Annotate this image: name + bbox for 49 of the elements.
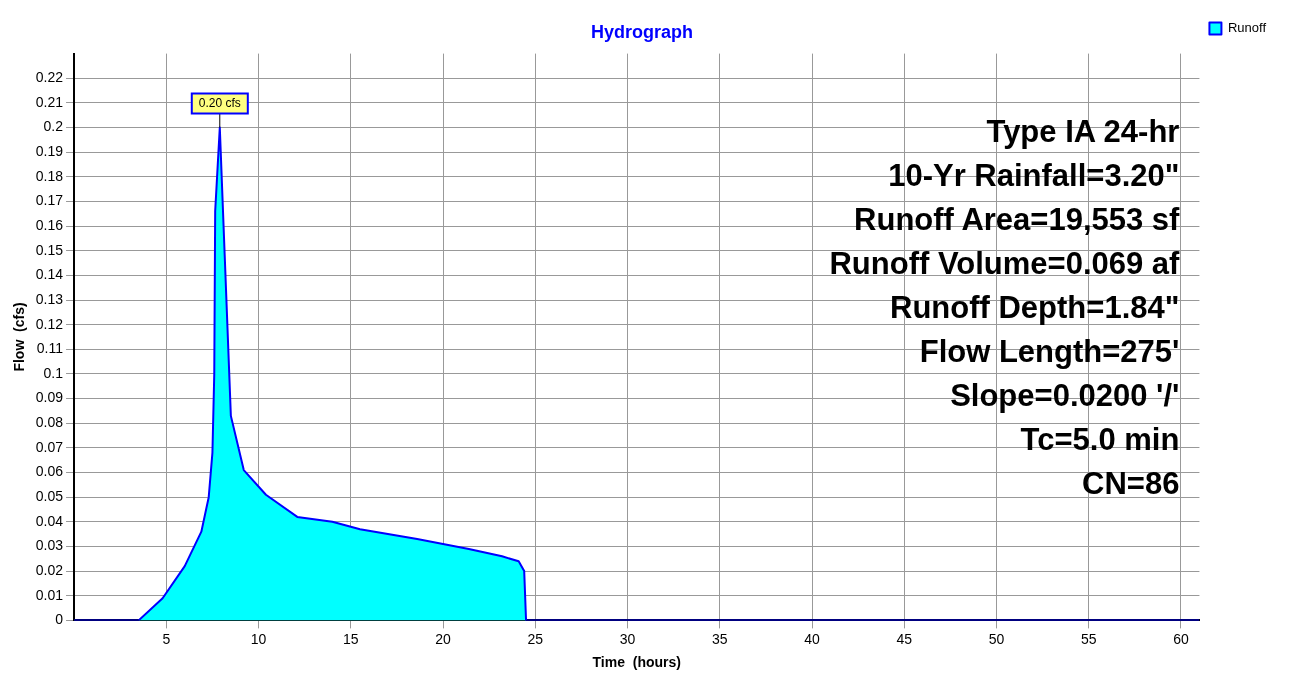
y-tick-label: 0.16 bbox=[35, 216, 64, 233]
y-tick-label: 0.1 bbox=[43, 364, 64, 381]
y-axis-title: Flow (cfs) bbox=[11, 302, 28, 372]
annotation: Runoff Area=19,553 sf bbox=[854, 202, 1181, 238]
y-tick-label: 0.02 bbox=[35, 561, 64, 578]
y-tick-label: 0.04 bbox=[35, 512, 64, 529]
x-tick-label: 15 bbox=[342, 630, 359, 647]
y-tick-label: 0.12 bbox=[35, 315, 64, 332]
y-tick-label: 0.06 bbox=[35, 463, 64, 480]
annotation: Runoff Volume=0.069 af bbox=[829, 246, 1181, 282]
x-tick-label: 60 bbox=[1173, 630, 1189, 647]
annotation: Flow Length=275' bbox=[919, 334, 1180, 370]
annotation: Type IA 24-hr bbox=[986, 114, 1180, 150]
y-tick-label: 0.18 bbox=[35, 167, 64, 184]
y-tick-label: 0.03 bbox=[35, 537, 64, 554]
annotation: Tc=5.0 min bbox=[1020, 422, 1180, 458]
x-tick-label: 40 bbox=[804, 630, 820, 647]
y-tick-label: 0.01 bbox=[35, 586, 64, 603]
y-tick-label: 0.14 bbox=[35, 266, 64, 283]
x-tick-label: 25 bbox=[527, 630, 544, 647]
x-tick-label: 45 bbox=[896, 630, 913, 647]
legend-label: Runoff bbox=[1227, 20, 1267, 36]
y-tick-label: 0.08 bbox=[35, 414, 64, 431]
annotation: 0.20 cfs bbox=[198, 95, 241, 110]
x-tick-label: 20 bbox=[435, 630, 452, 647]
y-tick-label: 0.15 bbox=[35, 241, 64, 258]
y-tick-label: 0 bbox=[55, 611, 64, 628]
y-tick-label: 0.11 bbox=[36, 340, 64, 357]
annotation: Slope=0.0200 '/' bbox=[950, 378, 1180, 414]
annotation: 10-Yr Rainfall=3.20" bbox=[888, 158, 1180, 194]
x-tick-label: 10 bbox=[250, 630, 267, 647]
y-tick-label: 0.13 bbox=[35, 290, 64, 307]
y-tick-label: 0.05 bbox=[35, 488, 64, 505]
y-tick-label: 0.21 bbox=[35, 93, 64, 110]
annotation: CN=86 bbox=[1082, 466, 1180, 502]
annotation: Runoff Depth=1.84" bbox=[890, 290, 1180, 326]
y-tick-label: 0.07 bbox=[35, 438, 64, 455]
x-tick-label: 35 bbox=[711, 630, 728, 647]
x-tick-label: 5 bbox=[162, 630, 171, 647]
chart-title: Hydrograph bbox=[590, 21, 694, 42]
y-tick-label: 0.2 bbox=[43, 118, 64, 135]
y-tick-label: 0.19 bbox=[35, 143, 64, 160]
x-axis-title: Time (hours) bbox=[592, 654, 681, 671]
y-tick-label: 0.22 bbox=[35, 69, 64, 86]
y-tick-label: 0.17 bbox=[35, 192, 64, 209]
x-tick-label: 50 bbox=[988, 630, 1005, 647]
x-tick-label: 30 bbox=[619, 630, 636, 647]
y-tick-label: 0.09 bbox=[35, 389, 64, 406]
x-tick-label: 55 bbox=[1080, 630, 1097, 647]
